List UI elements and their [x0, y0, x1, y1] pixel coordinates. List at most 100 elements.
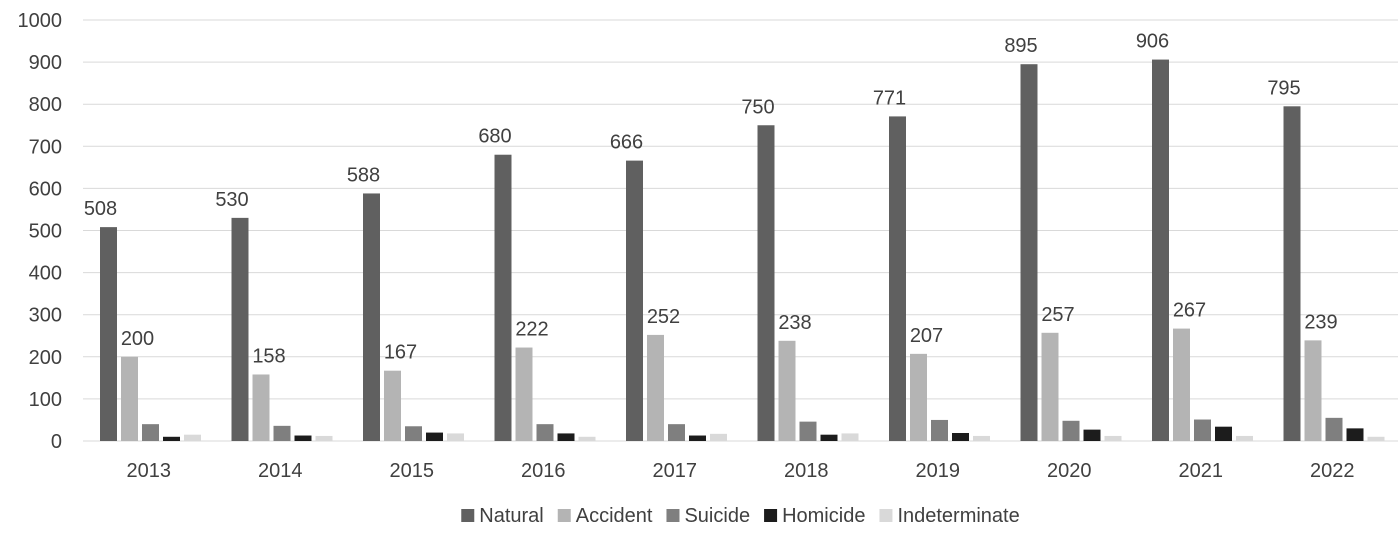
bar-homicide-2019	[952, 433, 969, 441]
legend-label-suicide: Suicide	[684, 505, 750, 527]
bar-accident-2013	[121, 356, 138, 441]
legend-label-accident: Accident	[576, 505, 653, 527]
bar-indeterminate-2019	[973, 435, 990, 441]
y-tick-label: 300	[29, 305, 62, 327]
bar-accident-2019	[910, 353, 927, 441]
bar-accident-2021	[1173, 328, 1190, 441]
bar-natural-2019	[889, 116, 906, 441]
legend-swatch-homicide	[764, 509, 778, 522]
bar-accident-2017	[647, 334, 664, 441]
bar-natural-2015	[363, 193, 380, 441]
bar-suicide-2016	[536, 424, 554, 441]
bar-indeterminate-2016	[578, 436, 596, 441]
bar-suicide-2019	[931, 419, 948, 441]
bar-accident-2014	[252, 374, 270, 441]
bar-indeterminate-2021	[1236, 435, 1253, 441]
bar-suicide-2022	[1325, 417, 1343, 441]
legend-swatch-natural	[461, 509, 475, 522]
bar-suicide-2020	[1062, 420, 1080, 441]
data-label: 906	[1136, 31, 1169, 53]
bar-indeterminate-2022	[1367, 436, 1385, 441]
bar-natural-2013	[100, 227, 117, 441]
x-axis: 2013 2014 2015 2016 2017 2018 2019 2020 2021 2022	[127, 460, 1355, 482]
bar-homicide-2021	[1215, 426, 1232, 441]
bar-accident-2018	[778, 340, 796, 441]
data-label: 158	[252, 345, 285, 367]
data-label: 588	[347, 164, 380, 186]
legend: Natural Accident Suicide Homicide Indetermin…	[461, 505, 1020, 527]
y-tick-label: 500	[29, 221, 62, 243]
bar-homicide-2020	[1083, 429, 1101, 441]
legend-swatch-accident	[557, 509, 571, 522]
bar-suicide-2017	[668, 424, 685, 441]
y-tick-label: 900	[29, 52, 62, 74]
bars	[100, 59, 1385, 442]
y-tick-label: 700	[29, 136, 62, 158]
y-tick-label: 100	[29, 389, 62, 411]
bar-accident-2020	[1041, 332, 1059, 441]
data-label: 167	[384, 342, 417, 364]
data-label: 895	[1004, 35, 1037, 57]
bar-accident-2022	[1304, 340, 1322, 441]
bar-homicide-2016	[557, 433, 575, 441]
data-label: 257	[1041, 304, 1074, 326]
bar-homicide-2017	[689, 435, 706, 441]
legend-swatch-suicide	[666, 509, 680, 522]
x-tick-label: 2016	[521, 460, 566, 482]
data-label: 252	[647, 306, 680, 328]
bar-accident-2015	[384, 370, 401, 441]
x-tick-label: 2019	[916, 460, 961, 482]
data-label: 680	[478, 126, 511, 148]
data-label: 222	[515, 319, 548, 341]
bar-suicide-2018	[799, 421, 817, 441]
bar-homicide-2022	[1346, 428, 1364, 441]
legend-swatch-indeterminate	[879, 509, 893, 522]
y-tick-label: 0	[51, 431, 62, 453]
bar-natural-2017	[626, 160, 643, 441]
bar-indeterminate-2014	[315, 435, 333, 441]
bar-homicide-2018	[820, 434, 838, 441]
bar-indeterminate-2013	[184, 434, 201, 441]
y-tick-label: 1000	[18, 10, 63, 32]
x-tick-label: 2013	[127, 460, 172, 482]
bar-natural-2016	[494, 154, 512, 441]
bar-homicide-2014	[294, 435, 312, 441]
data-label: 530	[215, 189, 248, 211]
data-label: 508	[84, 198, 117, 220]
x-tick-label: 2021	[1179, 460, 1224, 482]
bar-natural-2018	[757, 125, 775, 441]
legend-label-homicide: Homicide	[782, 505, 865, 527]
y-tick-label: 400	[29, 263, 62, 285]
bar-accident-2016	[515, 347, 533, 441]
x-tick-label: 2018	[784, 460, 829, 482]
y-tick-label: 800	[29, 94, 62, 116]
bar-suicide-2021	[1194, 419, 1211, 441]
data-label: 239	[1304, 311, 1337, 333]
gridlines	[83, 19, 1398, 442]
bar-homicide-2013	[163, 436, 180, 441]
bar-natural-2020	[1020, 64, 1038, 441]
legend-label-indeterminate: Indeterminate	[897, 505, 1019, 527]
x-tick-label: 2022	[1310, 460, 1355, 482]
x-tick-label: 2015	[390, 460, 435, 482]
bar-homicide-2015	[426, 432, 443, 441]
bar-indeterminate-2020	[1104, 435, 1122, 441]
data-labels: 508 200 530 158 588 167 680 222 666 252 750 238 771 2…	[84, 31, 1338, 368]
y-tick-label: 200	[29, 347, 62, 369]
y-tick-label: 600	[29, 178, 62, 200]
legend-label-natural: Natural	[479, 505, 543, 527]
bar-natural-2014	[231, 217, 249, 441]
data-label: 666	[610, 132, 643, 154]
data-label: 795	[1267, 77, 1300, 99]
bar-suicide-2015	[405, 426, 422, 441]
data-label: 200	[121, 328, 154, 350]
x-tick-label: 2017	[653, 460, 698, 482]
data-label: 267	[1173, 300, 1206, 322]
bar-suicide-2013	[142, 424, 159, 441]
bar-indeterminate-2015	[447, 433, 464, 441]
x-tick-label: 2014	[258, 460, 303, 482]
bar-suicide-2014	[273, 425, 291, 441]
data-label: 771	[873, 87, 906, 109]
bar-indeterminate-2017	[710, 433, 727, 441]
